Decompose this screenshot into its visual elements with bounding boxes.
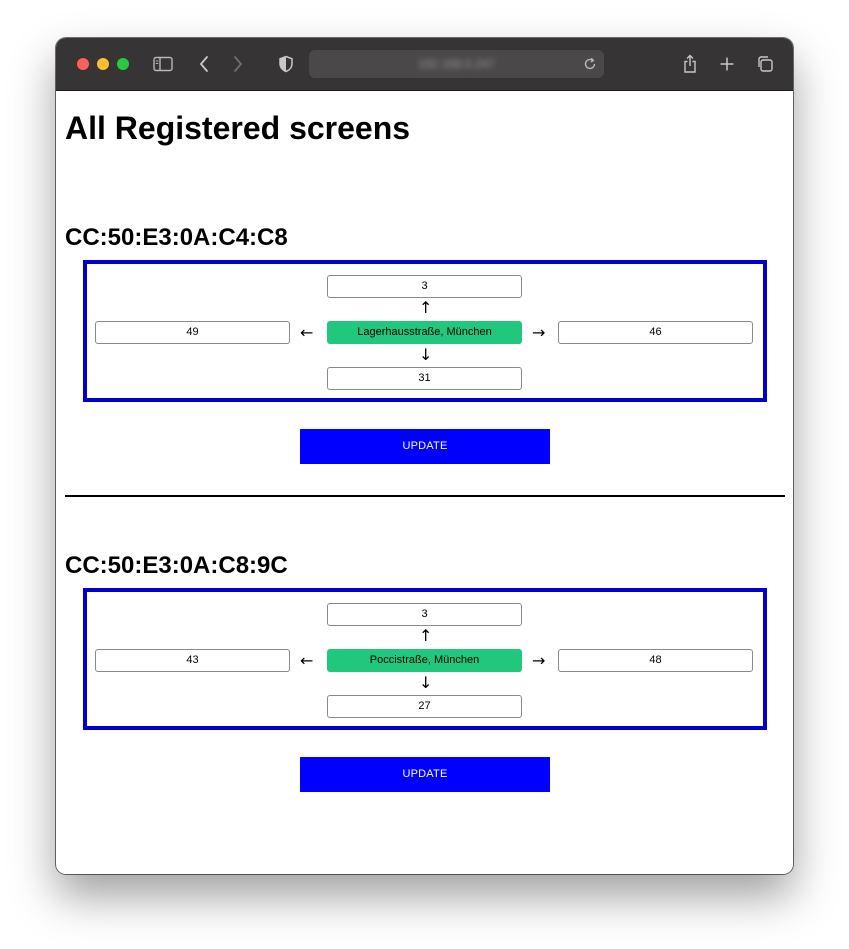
screen-mac-heading: CC:50:E3:0A:C4:C8 <box>65 224 288 251</box>
browser-window: 192.168.0.247 All Registered screens CC:… <box>56 38 793 874</box>
section-divider <box>65 495 785 497</box>
down-arrow-icon: ↓ <box>419 345 433 364</box>
forward-icon[interactable] <box>226 52 250 76</box>
update-button[interactable]: UPDATE <box>300 429 550 464</box>
minimize-window-button[interactable] <box>97 58 109 70</box>
down-arrow-icon: ↓ <box>419 673 433 692</box>
current-screen-location: Lagerhausstraße, München <box>327 321 522 344</box>
screen-mac-heading: CC:50:E3:0A:C8:9C <box>65 552 288 579</box>
current-screen-location: Poccistraße, München <box>327 649 522 672</box>
page-title: All Registered screens <box>65 110 411 146</box>
right-neighbor-field[interactable]: 46 <box>558 321 753 344</box>
reload-icon[interactable] <box>583 57 597 76</box>
privacy-shield-icon[interactable] <box>274 52 298 76</box>
url-text: 192.168.0.247 <box>418 57 495 71</box>
screen-neighbor-grid: 3 ↑ 49 ← Lagerhausstraße, München → 46 ↓… <box>83 260 767 402</box>
top-neighbor-field[interactable]: 3 <box>327 275 522 298</box>
tab-overview-icon[interactable] <box>753 52 777 76</box>
left-neighbor-field[interactable]: 49 <box>95 321 290 344</box>
browser-toolbar: 192.168.0.247 <box>56 38 793 91</box>
sidebar-icon[interactable] <box>151 52 175 76</box>
screen-neighbor-grid: 3 ↑ 43 ← Poccistraße, München → 48 ↓ 27 <box>83 588 767 730</box>
right-neighbor-field[interactable]: 48 <box>558 649 753 672</box>
close-window-button[interactable] <box>77 58 89 70</box>
up-arrow-icon: ↑ <box>419 626 433 645</box>
right-arrow-icon: → <box>532 651 546 670</box>
bottom-neighbor-field[interactable]: 31 <box>327 367 522 390</box>
update-button[interactable]: UPDATE <box>300 757 550 792</box>
up-arrow-icon: ↑ <box>419 298 433 317</box>
right-arrow-icon: → <box>532 323 546 342</box>
zoom-window-button[interactable] <box>117 58 129 70</box>
page-content: All Registered screens CC:50:E3:0A:C4:C8… <box>56 91 793 874</box>
share-icon[interactable] <box>678 52 702 76</box>
left-arrow-icon: ← <box>300 323 314 342</box>
bottom-neighbor-field[interactable]: 27 <box>327 695 522 718</box>
new-tab-icon[interactable] <box>715 52 739 76</box>
address-bar[interactable]: 192.168.0.247 <box>309 50 604 78</box>
back-icon[interactable] <box>192 52 216 76</box>
left-arrow-icon: ← <box>300 651 314 670</box>
top-neighbor-field[interactable]: 3 <box>327 603 522 626</box>
left-neighbor-field[interactable]: 43 <box>95 649 290 672</box>
